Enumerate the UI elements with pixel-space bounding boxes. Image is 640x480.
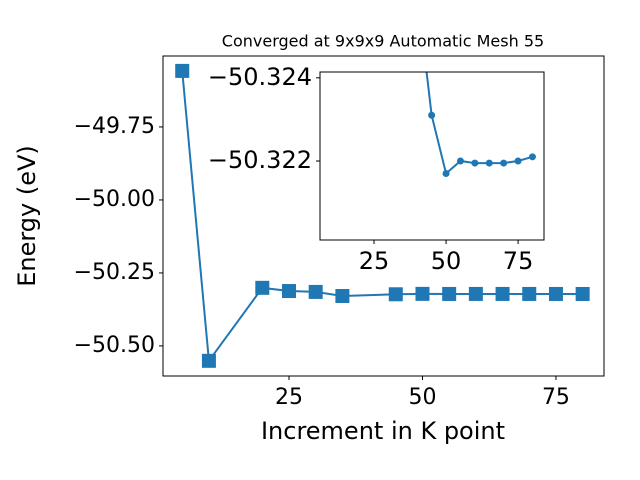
marker <box>442 286 457 301</box>
marker <box>522 286 537 301</box>
y-tick-label: −50.00 <box>74 187 155 212</box>
y-tick-label: −50.322 <box>208 146 312 174</box>
plot-content <box>175 63 590 368</box>
marker <box>388 287 403 302</box>
y-axis-label: Energy (eV) <box>13 145 41 287</box>
x-tick-label: 25 <box>275 385 303 410</box>
marker <box>442 169 450 177</box>
marker <box>415 286 430 301</box>
y-tick-label: −50.324 <box>208 63 312 91</box>
marker <box>282 284 296 299</box>
marker <box>201 353 216 368</box>
marker <box>485 159 493 167</box>
plot-frame <box>162 55 605 377</box>
marker <box>471 159 479 167</box>
x-tick-label: 75 <box>542 385 570 410</box>
y-tick-label: −49.75 <box>74 114 155 139</box>
marker <box>255 280 270 295</box>
x-tick-label: 50 <box>431 247 462 275</box>
marker <box>548 286 563 301</box>
marker <box>468 286 483 301</box>
marker <box>514 157 522 165</box>
marker <box>500 159 508 167</box>
marker <box>175 63 190 78</box>
marker <box>456 157 464 165</box>
chart-title: Converged at 9x9x9 Automatic Mesh 55 <box>222 32 544 51</box>
y-tick-label: −50.50 <box>74 333 155 358</box>
marker <box>308 284 323 299</box>
marker <box>495 286 510 301</box>
y-tick-label: −50.25 <box>74 260 155 285</box>
marker <box>428 111 436 119</box>
x-axis-label: Increment in K point <box>261 417 505 445</box>
plot-content <box>425 72 536 177</box>
plot-area <box>320 72 544 240</box>
marker <box>528 153 536 161</box>
x-tick-label: 75 <box>503 247 534 275</box>
marker <box>335 289 350 303</box>
x-tick-label: 25 <box>359 247 390 275</box>
plot-frame <box>319 71 545 241</box>
x-tick-label: 50 <box>408 385 436 410</box>
marker <box>575 286 590 301</box>
